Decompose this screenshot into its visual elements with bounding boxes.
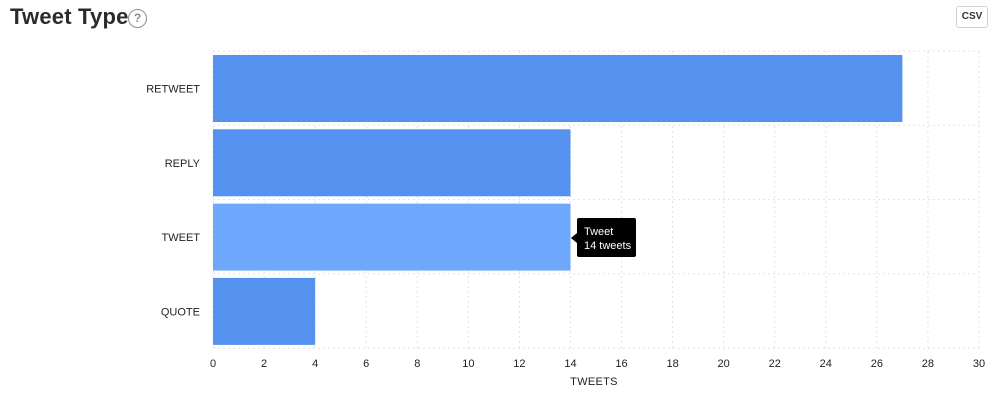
x-tick-label: 8: [414, 358, 420, 370]
y-tick-label: TWEET: [162, 232, 201, 244]
x-tick-label: 24: [820, 358, 832, 370]
x-tick-label: 14: [564, 358, 576, 370]
tooltip-arrow: [571, 233, 577, 243]
help-icon[interactable]: ?: [128, 9, 147, 28]
csv-export-button[interactable]: CSV: [956, 6, 988, 28]
x-tick-label: 6: [363, 358, 369, 370]
y-axis-labels: RETWEET REPLY TWEET QUOTE: [146, 84, 200, 319]
bar-tweet[interactable]: [213, 203, 571, 271]
x-tick-label: 18: [666, 358, 678, 370]
bar-reply[interactable]: [213, 129, 571, 197]
tooltip: Tweet 14 tweets: [577, 218, 636, 257]
y-tick-label: RETWEET: [146, 84, 200, 96]
x-tick-label: 2: [261, 358, 267, 370]
x-tick-label: 4: [312, 358, 318, 370]
x-tick-label: 30: [973, 358, 985, 370]
x-tick-label: 28: [922, 358, 934, 370]
x-tick-label: 10: [462, 358, 474, 370]
x-tick-label: 12: [513, 358, 525, 370]
bars: [213, 55, 903, 345]
x-axis-title: TWEETS: [570, 376, 618, 388]
x-axis-labels: 0 2 4 6 8 10 12 14 16 18 20 22 24 26 28 30: [210, 358, 985, 370]
tooltip-title: Tweet: [584, 226, 614, 238]
y-tick-label: REPLY: [165, 158, 201, 170]
bar-quote[interactable]: [213, 277, 316, 345]
bar-retweet[interactable]: [213, 55, 903, 122]
tooltip-value: 14 tweets: [584, 240, 632, 252]
x-tick-label: 26: [871, 358, 883, 370]
x-tick-label: 16: [615, 358, 627, 370]
y-tick-label: QUOTE: [161, 306, 200, 318]
x-tick-label: 20: [718, 358, 730, 370]
page-title: Tweet Type: [10, 4, 129, 29]
x-tick-label: 0: [210, 358, 216, 370]
x-tick-label: 22: [769, 358, 781, 370]
